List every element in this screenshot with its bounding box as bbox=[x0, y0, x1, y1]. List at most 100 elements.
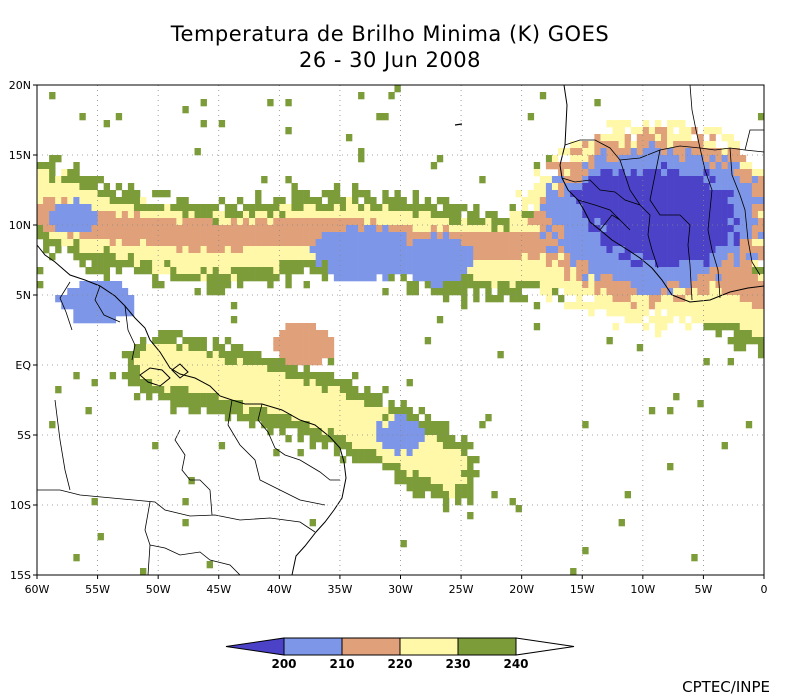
temperature-cell bbox=[382, 246, 389, 254]
temperature-cell bbox=[448, 442, 456, 450]
temperature-cell bbox=[339, 246, 347, 254]
temperature-cell bbox=[321, 421, 329, 429]
temperature-cell bbox=[697, 190, 704, 198]
temperature-cell bbox=[424, 225, 432, 233]
temperature-cell bbox=[721, 316, 728, 324]
temperature-cell bbox=[279, 253, 286, 261]
temperature-cell bbox=[103, 225, 110, 233]
temperature-cell bbox=[321, 225, 329, 233]
temperature-cell bbox=[745, 232, 753, 240]
temperature-cell bbox=[152, 379, 159, 387]
temperature-cell bbox=[757, 288, 764, 296]
temperature-cell bbox=[364, 274, 371, 282]
temperature-cell bbox=[37, 218, 44, 226]
temperature-cell bbox=[418, 449, 426, 457]
temperature-cell bbox=[661, 246, 668, 254]
temperature-cell bbox=[170, 407, 177, 415]
temperature-cell bbox=[630, 225, 638, 233]
temperature-cell bbox=[352, 428, 359, 436]
temperature-cell bbox=[91, 267, 98, 275]
temperature-cell bbox=[588, 239, 595, 247]
temperature-cell bbox=[388, 211, 395, 219]
temperature-cell bbox=[121, 225, 129, 233]
temperature-cell bbox=[515, 267, 522, 275]
temperature-cell bbox=[388, 246, 395, 254]
temperature-cell bbox=[315, 358, 323, 366]
temperature-cell bbox=[352, 449, 359, 457]
temperature-cell bbox=[267, 407, 274, 415]
temperature-cell bbox=[309, 232, 316, 240]
temperature-cell bbox=[309, 428, 316, 436]
temperature-cell bbox=[715, 169, 722, 177]
temperature-cell bbox=[91, 295, 98, 303]
temperature-cell bbox=[624, 183, 632, 191]
temperature-cell bbox=[624, 225, 632, 233]
temperature-cell bbox=[545, 232, 553, 240]
temperature-cell bbox=[430, 435, 438, 443]
temperature-cell bbox=[255, 260, 262, 268]
temperature-cell bbox=[406, 449, 413, 457]
temperature-cell bbox=[382, 386, 389, 394]
temperature-cell bbox=[103, 246, 110, 254]
temperature-cell bbox=[315, 225, 323, 233]
temperature-cell bbox=[636, 281, 644, 289]
temperature-cell bbox=[164, 337, 171, 345]
temperature-cell bbox=[745, 204, 753, 212]
temperature-cell bbox=[715, 155, 722, 163]
temperature-cell bbox=[612, 190, 619, 198]
temperature-cell bbox=[37, 225, 44, 233]
temperature-cell bbox=[376, 400, 383, 408]
temperature-cell bbox=[679, 316, 686, 324]
temperature-cell bbox=[285, 337, 292, 345]
temperature-cell bbox=[594, 197, 601, 205]
temperature-cell bbox=[267, 253, 274, 261]
temperature-cell bbox=[661, 316, 668, 324]
temperature-cell bbox=[242, 232, 250, 240]
temperature-cell bbox=[400, 274, 407, 282]
temperature-cell bbox=[497, 225, 504, 233]
temperature-cell bbox=[73, 190, 80, 198]
temperature-cell bbox=[133, 344, 141, 352]
temperature-cell bbox=[388, 239, 395, 247]
temperature-cell bbox=[206, 204, 213, 212]
temperature-cell bbox=[624, 302, 632, 310]
temperature-cell bbox=[297, 372, 304, 380]
temperature-cell bbox=[733, 316, 741, 324]
temperature-cell bbox=[376, 421, 383, 429]
temperature-cell bbox=[558, 267, 565, 275]
temperature-cell bbox=[303, 393, 310, 401]
temperature-cell bbox=[49, 190, 56, 198]
temperature-cell bbox=[133, 197, 141, 205]
temperature-cell bbox=[455, 484, 462, 492]
temperature-cell bbox=[703, 218, 710, 226]
temperature-cell bbox=[636, 162, 644, 170]
temperature-cell bbox=[697, 204, 704, 212]
temperature-cell bbox=[139, 337, 147, 345]
temperature-cell bbox=[727, 274, 735, 282]
temperature-cell bbox=[727, 176, 735, 184]
temperature-cell bbox=[218, 351, 226, 359]
temperature-cell bbox=[709, 141, 716, 149]
temperature-cell bbox=[176, 211, 183, 219]
temperature-cell bbox=[539, 197, 547, 205]
temperature-cell bbox=[97, 533, 104, 541]
temperature-cell bbox=[333, 225, 341, 233]
temperature-cell bbox=[73, 239, 80, 247]
temperature-cell bbox=[624, 316, 632, 324]
temperature-cell bbox=[200, 120, 207, 128]
temperature-cell bbox=[97, 197, 104, 205]
temperature-cell bbox=[455, 239, 462, 247]
temperature-cell bbox=[673, 267, 680, 275]
temperature-cell bbox=[727, 267, 735, 275]
temperature-cell bbox=[73, 218, 80, 226]
temperature-cell bbox=[594, 267, 601, 275]
temperature-cell bbox=[224, 372, 232, 380]
temperature-cell bbox=[309, 197, 316, 205]
temperature-cell bbox=[570, 148, 577, 156]
temperature-cell bbox=[158, 344, 165, 352]
temperature-cell bbox=[279, 211, 286, 219]
temperature-cell bbox=[757, 176, 764, 184]
temperature-cell bbox=[152, 211, 159, 219]
temperature-cell bbox=[230, 372, 238, 380]
temperature-cell bbox=[352, 253, 359, 261]
